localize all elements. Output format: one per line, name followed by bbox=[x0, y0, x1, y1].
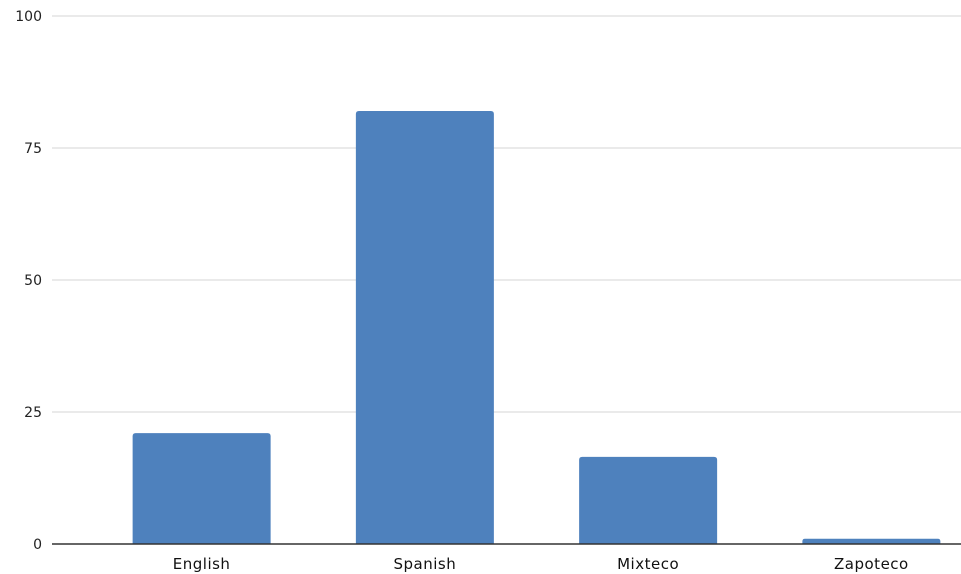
y-tick-label: 25 bbox=[24, 405, 42, 421]
y-tick-label: 0 bbox=[33, 537, 42, 553]
y-tick-label: 100 bbox=[15, 9, 42, 25]
bar-english bbox=[132, 433, 271, 544]
y-tick-label: 50 bbox=[24, 273, 42, 289]
x-tick-label-english: English bbox=[173, 555, 231, 573]
y-tick-label: 75 bbox=[24, 141, 42, 157]
x-axis-category-labels: English Spanish Mixteco Zapoteco bbox=[173, 555, 909, 573]
bar-zapoteco bbox=[802, 538, 941, 544]
y-axis-tick-labels: 0 25 50 75 100 bbox=[15, 9, 42, 553]
x-tick-label-mixteco: Mixteco bbox=[617, 555, 679, 573]
gridlines bbox=[52, 15, 961, 413]
bar-spanish bbox=[355, 111, 494, 544]
x-tick-label-zapoteco: Zapoteco bbox=[834, 555, 909, 573]
x-tick-label-spanish: Spanish bbox=[394, 555, 457, 573]
bars bbox=[132, 111, 941, 544]
bar-mixteco bbox=[579, 456, 718, 544]
